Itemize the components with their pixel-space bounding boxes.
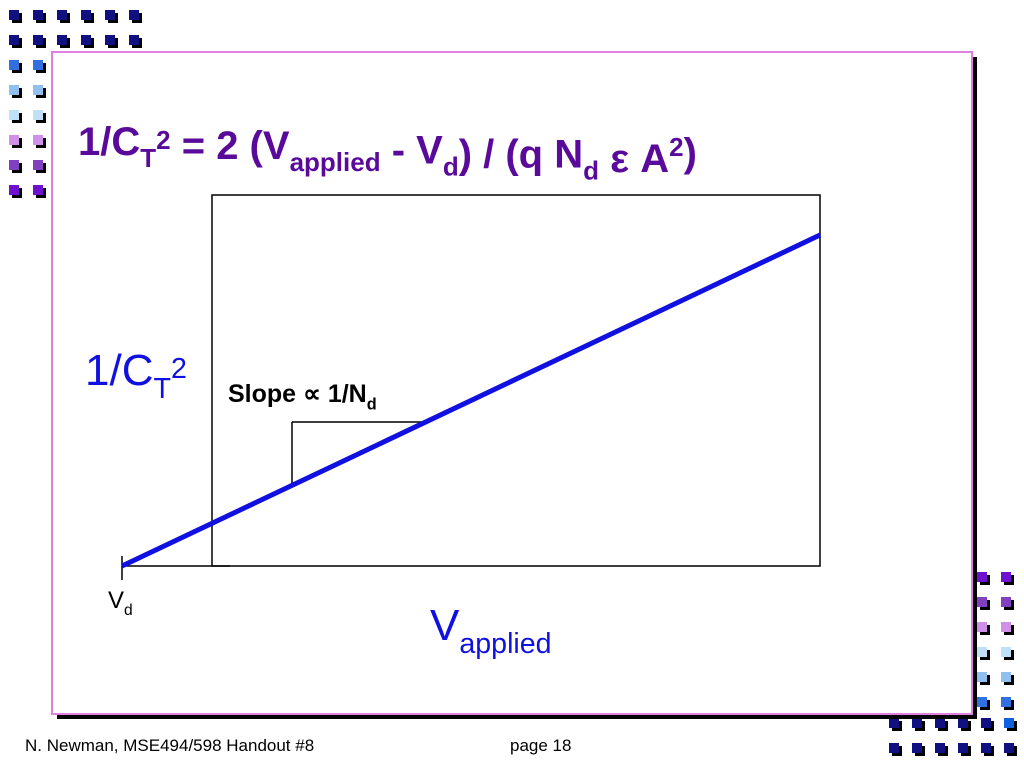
footer-right: page 18 [510,736,571,755]
title: 1/CT2 = 2 (Vapplied - Vd) / (q Nd ε A2) [78,120,697,186]
text-segment: T [153,373,170,405]
deco-square [977,572,987,582]
deco-square [1001,672,1011,682]
deco-square [935,718,945,728]
text-segment: ) [684,131,697,175]
deco-square [889,743,899,753]
text-segment: 2 [156,125,170,155]
footer-left: N. Newman, MSE494/598 Handout #8 [25,736,314,755]
deco-square [81,35,91,45]
deco-square [1001,572,1011,582]
text-segment: 2 [669,132,683,162]
deco-square [9,135,19,145]
text-segment: 1/C [85,346,153,395]
deco-square [9,60,19,70]
text-segment: d [443,151,459,181]
deco-square [33,160,43,170]
deco-square [1004,743,1014,753]
text-segment: 1/C [78,120,140,164]
text-segment: = 2 (V [171,124,290,168]
deco-square [33,185,43,195]
deco-square [33,135,43,145]
deco-square [1001,647,1011,657]
intercept-label: Vd [108,587,133,619]
text-segment: d [124,602,133,619]
deco-square [9,160,19,170]
deco-square [1001,697,1011,707]
text-segment: applied [290,147,381,177]
text-segment: ) / (q N [459,133,583,177]
deco-square [912,743,922,753]
fit-line [120,232,822,569]
deco-square [977,672,987,682]
deco-square [1004,718,1014,728]
deco-square [57,10,67,20]
text-segment: d [367,396,377,414]
text-segment: Slope ∝ 1/N [228,380,367,408]
deco-square [977,622,987,632]
text-segment: applied [459,628,551,660]
deco-square [9,10,19,20]
deco-square [977,697,987,707]
deco-square [1001,622,1011,632]
deco-square [129,35,139,45]
deco-square [33,85,43,95]
text-segment: - V [381,128,444,172]
deco-square [9,85,19,95]
y-axis-label: 1/CT2 [85,346,187,405]
text-segment: 2 [171,353,187,385]
text-segment: V [108,587,124,614]
plot-box [211,194,821,567]
deco-square [81,10,91,20]
x-axis-label: Vapplied [430,601,552,660]
deco-square [981,743,991,753]
deco-square [33,110,43,120]
deco-square [935,743,945,753]
slope-label: Slope ∝ 1/Nd [228,380,377,414]
deco-square [105,10,115,20]
deco-square [912,718,922,728]
deco-square [105,35,115,45]
deco-square [33,60,43,70]
deco-square [129,10,139,20]
deco-square [1001,597,1011,607]
text-segment: d [583,156,599,186]
deco-square [57,35,67,45]
deco-square [977,597,987,607]
deco-square [33,35,43,45]
deco-square [9,35,19,45]
text-segment: ε A [599,137,669,181]
text-segment: V [430,601,460,650]
deco-square [9,185,19,195]
deco-square [9,110,19,120]
deco-square [958,718,968,728]
deco-square [33,10,43,20]
deco-square [889,718,899,728]
deco-square [977,647,987,657]
decoration [9,10,1017,756]
deco-square [958,743,968,753]
deco-square [981,718,991,728]
text-segment: T [140,143,156,173]
